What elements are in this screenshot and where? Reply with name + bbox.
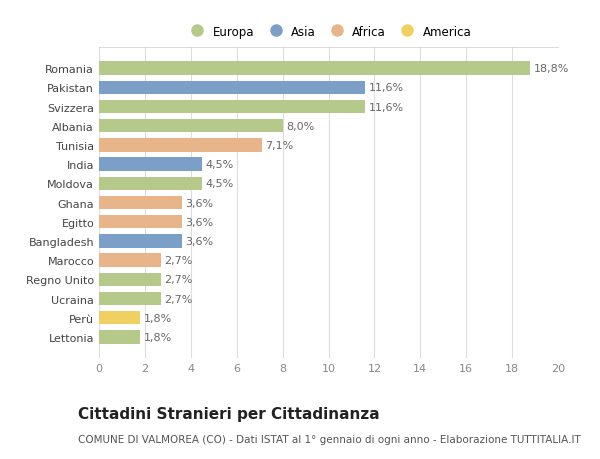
Text: 4,5%: 4,5% <box>206 179 234 189</box>
Bar <box>99 196 182 210</box>
Text: 1,8%: 1,8% <box>144 332 172 342</box>
Bar <box>99 235 182 248</box>
Text: 3,6%: 3,6% <box>185 236 213 246</box>
Bar <box>99 62 530 76</box>
Text: 11,6%: 11,6% <box>368 102 404 112</box>
Bar <box>99 216 182 229</box>
Bar <box>99 101 365 114</box>
Bar <box>99 81 365 95</box>
Text: 8,0%: 8,0% <box>286 122 314 131</box>
Bar <box>99 330 140 344</box>
Text: 3,6%: 3,6% <box>185 217 213 227</box>
Legend: Europa, Asia, Africa, America: Europa, Asia, Africa, America <box>183 23 474 41</box>
Text: 2,7%: 2,7% <box>164 294 193 304</box>
Bar <box>99 177 202 190</box>
Text: 2,7%: 2,7% <box>164 256 193 266</box>
Bar <box>99 139 262 152</box>
Text: 1,8%: 1,8% <box>144 313 172 323</box>
Text: 2,7%: 2,7% <box>164 275 193 285</box>
Bar <box>99 273 161 286</box>
Text: 11,6%: 11,6% <box>368 83 404 93</box>
Text: COMUNE DI VALMOREA (CO) - Dati ISTAT al 1° gennaio di ogni anno - Elaborazione T: COMUNE DI VALMOREA (CO) - Dati ISTAT al … <box>78 434 581 444</box>
Text: 4,5%: 4,5% <box>206 160 234 170</box>
Bar <box>99 254 161 267</box>
Bar <box>99 158 202 172</box>
Bar <box>99 292 161 306</box>
Text: 7,1%: 7,1% <box>265 140 293 151</box>
Bar <box>99 120 283 133</box>
Bar <box>99 311 140 325</box>
Text: 3,6%: 3,6% <box>185 198 213 208</box>
Text: 18,8%: 18,8% <box>534 64 569 74</box>
Text: Cittadini Stranieri per Cittadinanza: Cittadini Stranieri per Cittadinanza <box>78 406 380 421</box>
